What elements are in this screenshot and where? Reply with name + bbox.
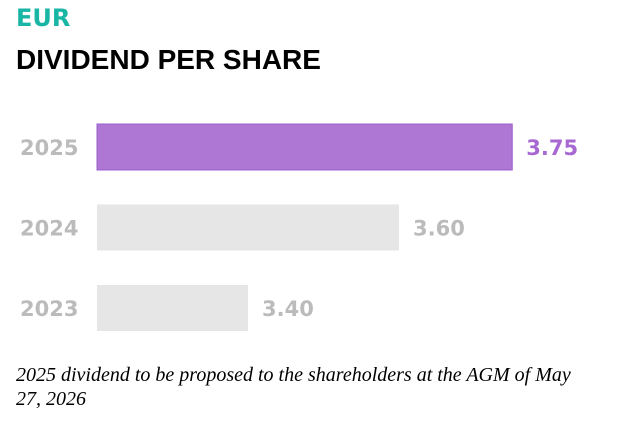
footnote: 2025 dividend to be proposed to the shar… — [16, 364, 571, 410]
category-label-2023: 2023 — [20, 297, 78, 321]
chart-title: DIVIDEND PER SHARE — [16, 44, 321, 75]
value-label-2025: 3.75 — [526, 136, 578, 160]
value-label-2023: 3.40 — [262, 297, 314, 321]
bar-2023 — [97, 285, 248, 331]
bar-2025 — [96, 123, 513, 171]
currency-label: EUR — [16, 4, 71, 32]
bar-chart: 2025 3.75 2024 3.60 2023 3.40 — [20, 123, 578, 331]
category-label-2024: 2024 — [20, 217, 78, 241]
bar-2024 — [97, 204, 399, 251]
category-label-2025: 2025 — [20, 136, 78, 160]
value-label-2024: 3.60 — [413, 217, 465, 241]
